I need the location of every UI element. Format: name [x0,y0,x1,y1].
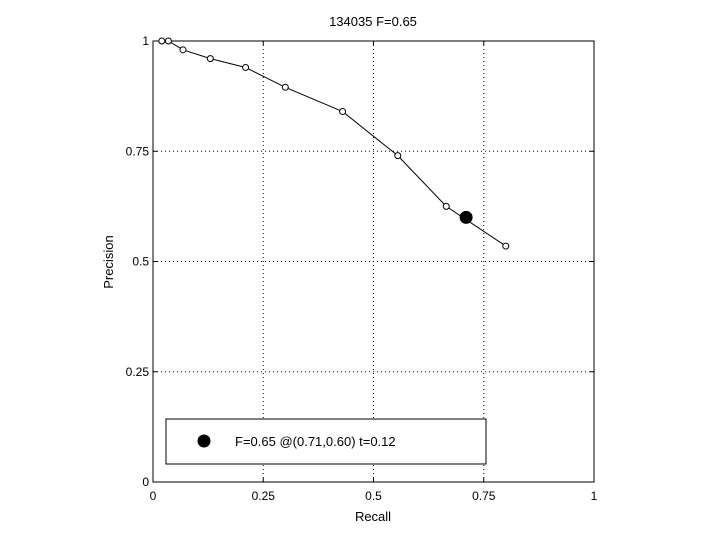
legend-box [165,418,487,465]
series-line [161,40,507,247]
data-point [206,55,214,63]
x-tick-label: 0.5 [365,489,382,503]
legend: F=0.65 @(0.71,0.60) t=0.12 [165,418,487,465]
y-tick-label: 0.25 [126,365,150,379]
data-point [502,242,510,250]
grid-lines [153,41,594,482]
legend-marker-icon [197,434,211,448]
data-point [339,108,347,116]
x-tick-label: 0.75 [472,489,496,503]
y-tick-label: 1 [142,34,149,48]
x-axis-title: Recall [355,509,391,524]
y-tick-label: 0.75 [126,144,150,158]
data-point [281,83,289,91]
series-layer [158,37,510,250]
x-tick-label: 1 [591,489,598,503]
data-point [394,152,402,160]
y-axis-title: Precision [101,235,116,288]
data-point [442,202,450,210]
plot-frame [152,40,595,483]
chart-title: 134035 F=0.65 [329,14,417,29]
data-point [242,63,250,71]
y-tick-label: 0 [142,475,149,489]
data-point [179,46,187,54]
data-point [164,37,172,45]
data-point [158,37,166,45]
x-tick-label: 0 [150,489,157,503]
x-tick-label: 0.25 [252,489,276,503]
y-tick-label: 0.5 [132,255,149,269]
tick-labels: 0 0.25 0.5 0.75 1 0 0.25 0.5 0.75 1 [126,34,598,503]
legend-label: F=0.65 @(0.71,0.60) t=0.12 [235,434,396,449]
highlight-point [459,210,473,224]
